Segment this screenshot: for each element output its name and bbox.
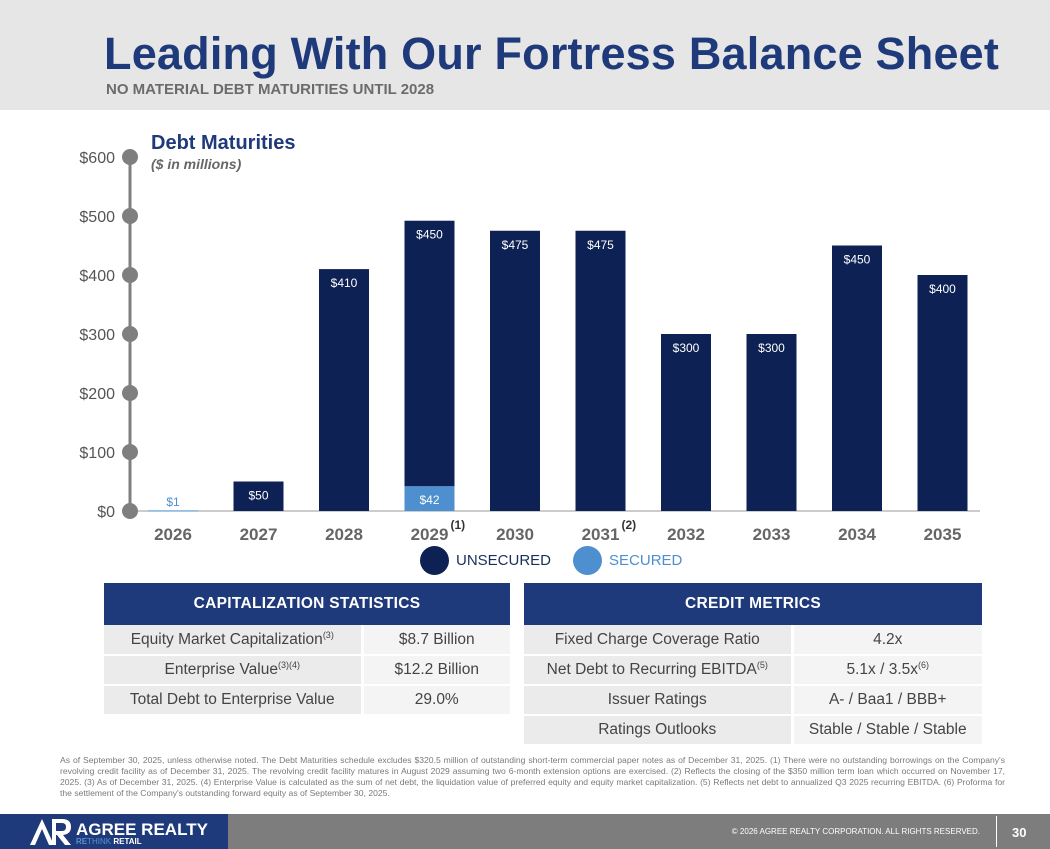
data-label-unsecured-2030: $475 (502, 238, 529, 252)
legend-secured-swatch (573, 546, 603, 575)
bar-unsecured-2034 (832, 245, 882, 511)
y-tick-label: $200 (79, 386, 115, 403)
row-value: 5.1x / 3.5x(6) (792, 655, 982, 686)
table-row: Fixed Charge Coverage Ratio 4.2x (524, 625, 982, 656)
x-tick-label-2026: 2026 (154, 525, 192, 544)
credit-metrics-table: CREDIT METRICS Fixed Charge Coverage Rat… (524, 583, 982, 746)
data-label-unsecured-2033: $300 (758, 341, 785, 355)
table-row: Total Debt to Enterprise Value 29.0% (104, 685, 510, 716)
copyright-text: © 2026 AGREE REALTY CORPORATION. ALL RIG… (731, 827, 980, 836)
x-tick-label-2027: 2027 (240, 525, 278, 544)
credit-metrics-header: CREDIT METRICS (524, 583, 982, 625)
data-label-unsecured-2034: $450 (844, 253, 871, 267)
y-tick-marker (122, 503, 138, 519)
row-value: Stable / Stable / Stable (792, 715, 982, 746)
page-title: Leading With Our Fortress Balance Sheet (104, 28, 1000, 79)
table-row: Equity Market Capitalization(3) $8.7 Bil… (104, 625, 510, 656)
row-value: 4.2x (792, 625, 982, 656)
y-tick-marker (122, 267, 138, 283)
row-value: $8.7 Billion (362, 625, 510, 656)
footnote: As of September 30, 2025, unless otherwi… (60, 755, 1005, 798)
capitalization-header: CAPITALIZATION STATISTICS (104, 583, 510, 625)
table-row: Issuer Ratings A- / Baa1 / BBB+ (524, 685, 982, 716)
data-label-unsecured-2028: $410 (331, 276, 358, 290)
bar-unsecured-2035 (917, 275, 968, 511)
data-label-unsecured-2027: $50 (248, 489, 268, 503)
table-row: Enterprise Value(3)(4) $12.2 Billion (104, 655, 510, 686)
table-row: Net Debt to Recurring EBITDA(5) 5.1x / 3… (524, 655, 982, 686)
x-tick-label-2032: 2032 (667, 525, 705, 544)
y-tick-marker (122, 385, 138, 401)
data-label-secured-2026: $1 (166, 495, 180, 509)
bar-unsecured-2033 (746, 334, 797, 511)
chart-legend: UNSECURED SECURED (420, 546, 704, 575)
row-value: $12.2 Billion (362, 655, 510, 686)
bar-unsecured-2029 (404, 220, 455, 487)
chart-title: Debt Maturities (151, 132, 295, 154)
row-label: Ratings Outlooks (524, 715, 794, 746)
bar-secured-2026 (148, 510, 198, 512)
bar-unsecured-2030 (490, 230, 540, 511)
x-tick-label-2030: 2030 (496, 525, 534, 544)
x-tick-label-2035: 2035 (924, 525, 962, 544)
row-label: Enterprise Value(3)(4) (104, 655, 364, 686)
x-tick-label-2034: 2034 (838, 525, 876, 544)
row-label: Equity Market Capitalization(3) (104, 625, 364, 656)
data-label-unsecured-2031: $475 (587, 238, 614, 252)
y-tick-marker (122, 149, 138, 165)
row-label: Fixed Charge Coverage Ratio (524, 625, 794, 656)
data-label-secured-2029: $42 (419, 493, 439, 507)
row-label: Net Debt to Recurring EBITDA(5) (524, 655, 794, 686)
row-value: 29.0% (362, 685, 510, 716)
row-label: Total Debt to Enterprise Value (104, 685, 364, 716)
data-label-unsecured-2029: $450 (416, 228, 443, 242)
capitalization-table: CAPITALIZATION STATISTICS Equity Market … (104, 583, 510, 716)
y-tick-label: $100 (79, 445, 115, 462)
y-tick-label: $500 (79, 209, 115, 226)
legend-unsecured: UNSECURED (420, 546, 551, 575)
data-label-unsecured-2032: $300 (673, 341, 700, 355)
y-tick-label: $0 (97, 504, 115, 521)
row-label: Issuer Ratings (524, 685, 794, 716)
y-tick-marker (122, 326, 138, 342)
bar-secured-2029 (404, 486, 455, 511)
page-divider (996, 816, 997, 847)
bar-unsecured-2032 (661, 334, 711, 511)
y-tick-label: $400 (79, 268, 115, 285)
x-tick-label-2033: 2033 (753, 525, 791, 544)
row-value: A- / Baa1 / BBB+ (792, 685, 982, 716)
bar-unsecured-2027 (233, 481, 284, 511)
page-subtitle: NO MATERIAL DEBT MATURITIES UNTIL 2028 (106, 81, 435, 98)
header-band (0, 0, 1050, 110)
y-tick-label: $300 (79, 327, 115, 344)
agree-logo-icon (30, 819, 71, 845)
logo-wordmark: AGREE REALTY (76, 820, 208, 839)
legend-secured-label: SECURED (609, 552, 683, 569)
page-number: 30 (1012, 825, 1027, 840)
legend-unsecured-swatch (420, 546, 449, 575)
data-label-unsecured-2035: $400 (929, 282, 956, 296)
chart-subtitle: ($ in millions) (151, 156, 242, 172)
y-tick-marker (122, 208, 138, 224)
debt-maturities-chart: Debt Maturities ($ in millions) $0 $100 $200… (79, 132, 980, 544)
bar-unsecured-2031 (575, 230, 626, 511)
y-tick-label: $600 (79, 150, 115, 167)
x-tick-label-2028: 2028 (325, 525, 363, 544)
x-tick-note-2029: (1) (451, 518, 466, 532)
legend-secured: SECURED (573, 546, 682, 575)
x-tick-note-2031: (2) (622, 518, 637, 532)
logo-tagline: RETHINK RETAIL (76, 837, 142, 846)
legend-unsecured-label: UNSECURED (456, 552, 552, 569)
bar-unsecured-2028 (319, 269, 369, 511)
x-tick-label-2031: 2031 (582, 525, 620, 544)
y-tick-marker (122, 444, 138, 460)
x-tick-label-2029: 2029 (411, 525, 449, 544)
table-row: Ratings Outlooks Stable / Stable / Stabl… (524, 715, 982, 746)
